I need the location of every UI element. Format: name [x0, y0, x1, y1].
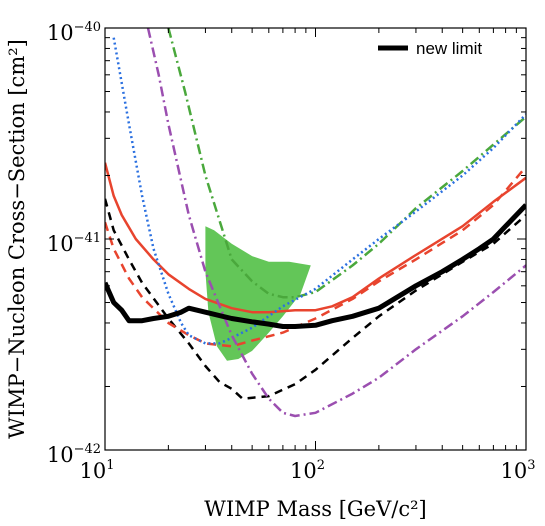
- series-purple-dashdot: [146, 28, 526, 418]
- series-black-dashed: [105, 198, 526, 400]
- green-region: [205, 226, 311, 361]
- legend-label-new-limit: new limit: [416, 39, 482, 58]
- legend: new limit: [378, 39, 482, 58]
- plot-area: [105, 28, 526, 418]
- y-axis-title: WIMP−Nucleon Cross−Section [cm²]: [5, 39, 29, 439]
- tick-labels: 101 102 103 10−42 10−41 10−40: [47, 20, 536, 483]
- series-new-limit: [105, 203, 526, 329]
- y-tick-label: 10−42: [47, 442, 101, 467]
- series-blue-dotted: [112, 37, 526, 345]
- axis-ticks: [104, 28, 527, 451]
- series-orange-solid: [105, 162, 526, 314]
- plot-frame: [104, 27, 527, 451]
- x-tick-label: 103: [500, 458, 535, 483]
- y-tick-label: 10−41: [47, 231, 101, 256]
- series-green-dashdot: [167, 28, 526, 299]
- y-tick-label: 10−40: [47, 20, 101, 45]
- series-orange-dashed: [105, 165, 526, 348]
- x-tick-label: 102: [290, 458, 325, 483]
- x-axis-title: WIMP Mass [GeV/c²]: [204, 497, 426, 521]
- x-tick-label: 101: [79, 458, 114, 483]
